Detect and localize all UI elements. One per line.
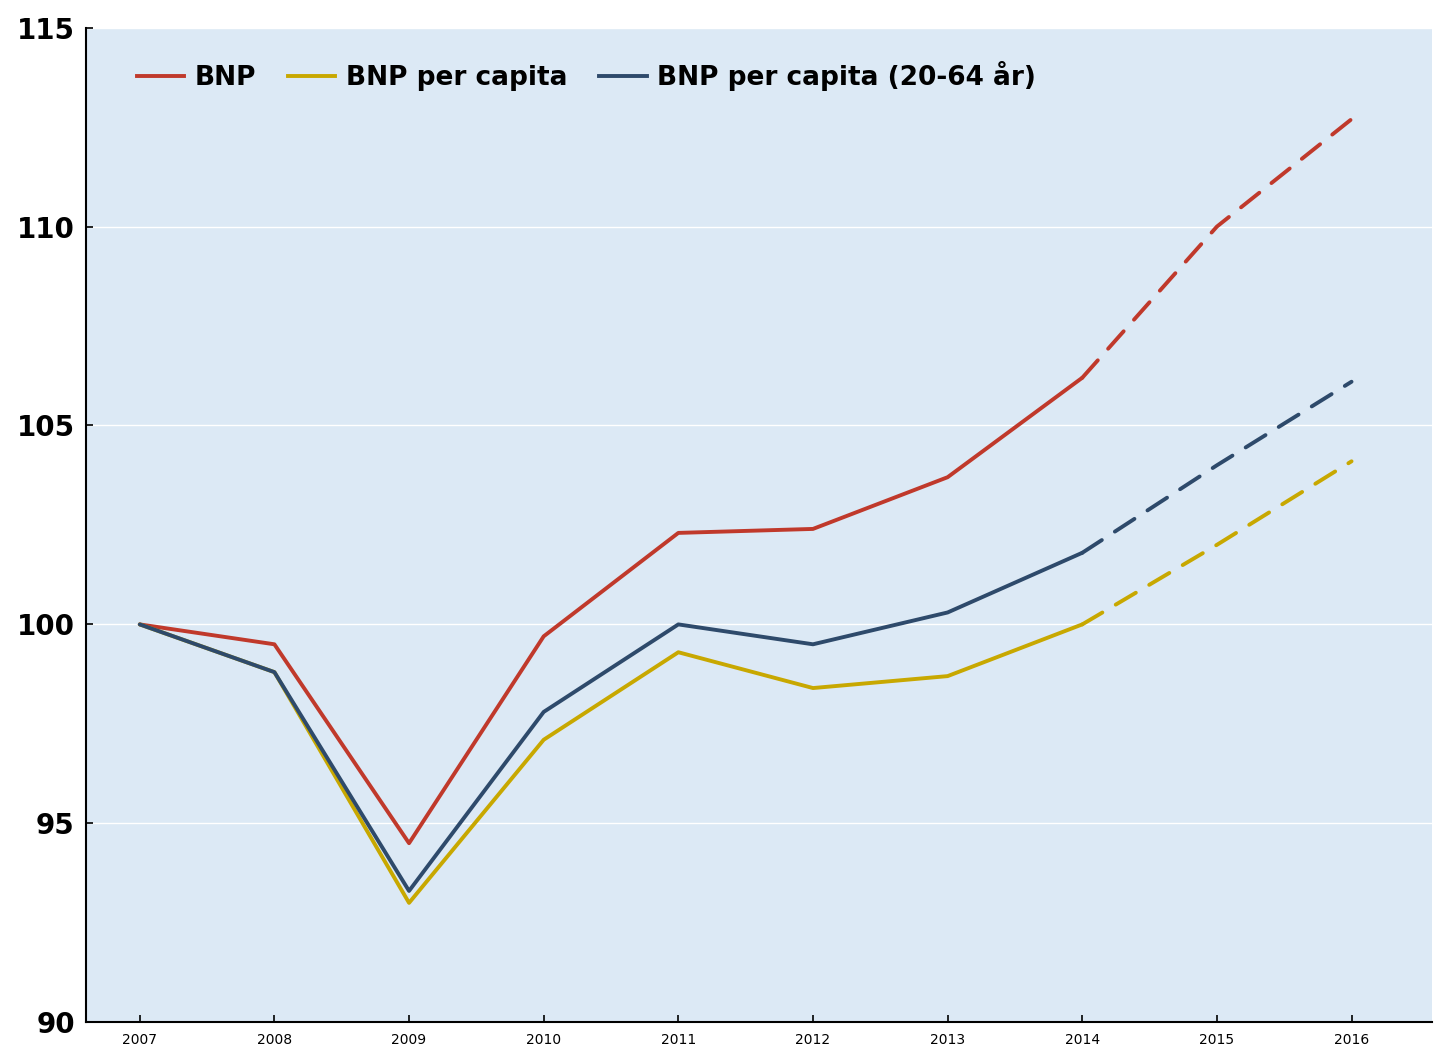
Legend: BNP, BNP per capita, BNP per capita (20-64 år): BNP, BNP per capita, BNP per capita (20-… (126, 51, 1046, 102)
